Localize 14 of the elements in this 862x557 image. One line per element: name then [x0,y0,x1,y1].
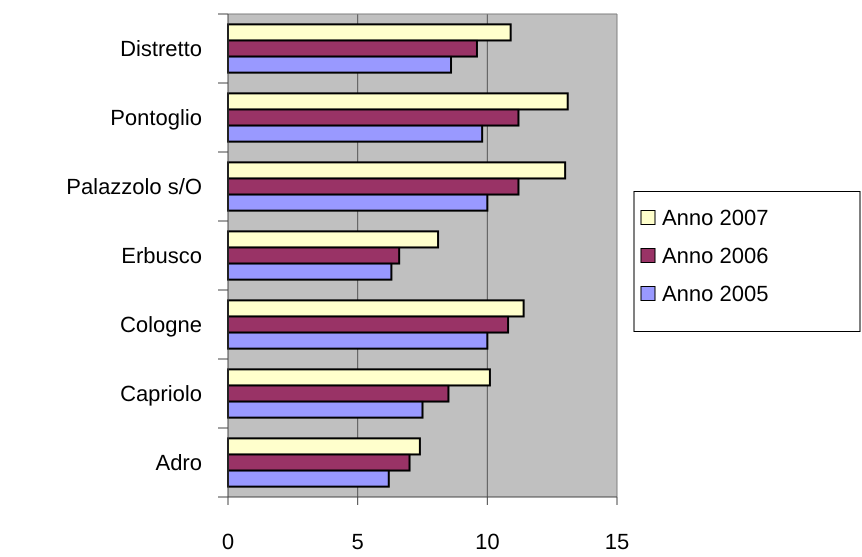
y-tick-label: Palazzolo s/O [66,174,202,200]
x-tick-label: 15 [604,529,630,554]
legend-label: Anno 2007 [662,205,768,230]
y-tick-label: Distretto [120,36,202,62]
x-tick-label: 10 [475,529,500,554]
x-tick-label: 0 [222,529,234,554]
y-tick-label: Cologne [120,312,202,338]
legend-label: Anno 2005 [662,281,768,306]
y-tick-label: Pontoglio [110,105,202,130]
y-tick-label: Adro [156,450,202,476]
y-tick-label: Erbusco [121,243,202,268]
y-tick-label: Capriolo [120,381,202,406]
legend-label: Anno 2006 [662,243,768,268]
x-tick-label: 5 [352,529,364,554]
